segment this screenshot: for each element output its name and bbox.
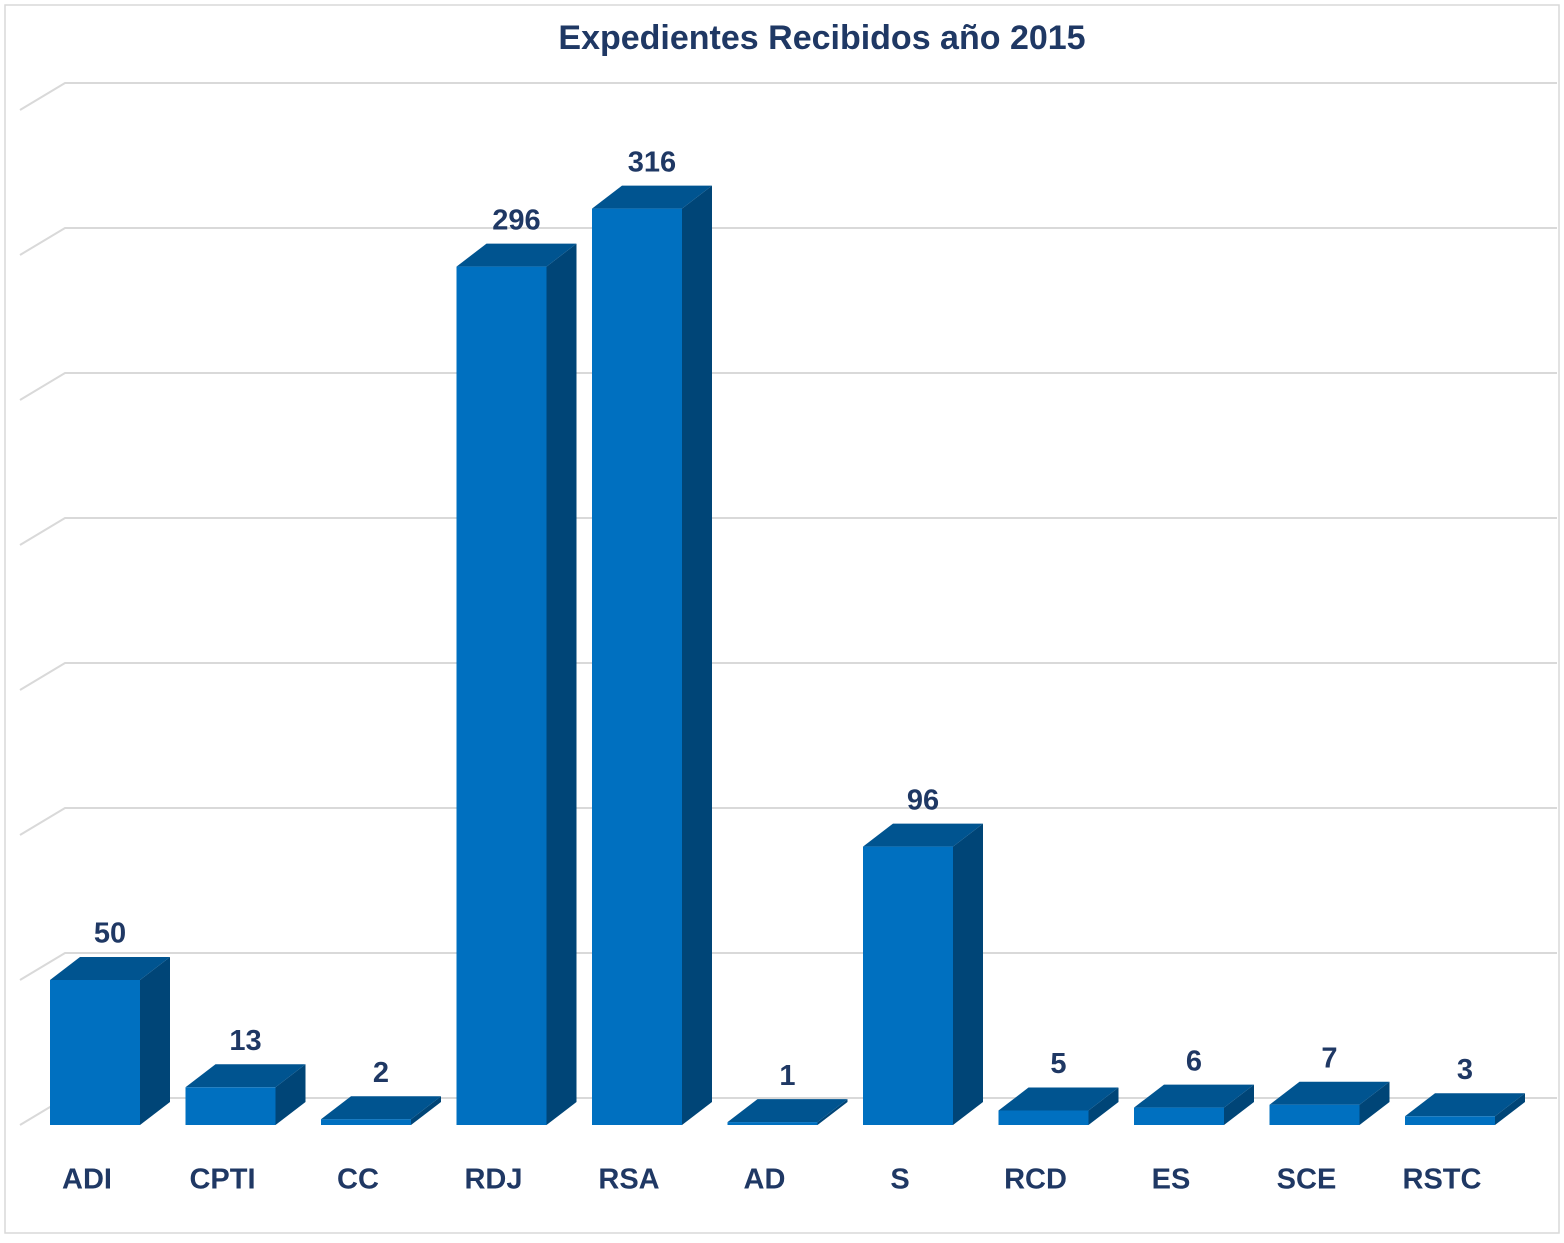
bar-top (321, 1096, 441, 1120)
bar-front (1405, 1116, 1495, 1125)
bar-side (546, 243, 577, 1126)
bar (185, 1064, 306, 1125)
x-tick-label: CC (337, 1164, 379, 1196)
bar-front (1134, 1107, 1224, 1125)
bar-top (1269, 1081, 1390, 1105)
grid-line (19, 952, 1557, 981)
bar (1134, 1084, 1254, 1125)
bar-side (953, 823, 983, 1125)
data-label: 7 (1321, 1042, 1337, 1074)
bar-top (1405, 1093, 1525, 1117)
bar-side (140, 957, 170, 1125)
grid-line (19, 372, 1557, 401)
data-label: 13 (229, 1025, 261, 1057)
grid-line (19, 517, 1557, 546)
x-tick-label: RDJ (464, 1164, 522, 1196)
x-tick-label: RCD (1004, 1164, 1067, 1196)
bar-front (592, 208, 682, 1126)
bar (1269, 1081, 1390, 1125)
bar-front (863, 846, 953, 1125)
bar-side (1359, 1081, 1390, 1125)
bar-top (998, 1087, 1119, 1111)
x-tick-label: CPTI (189, 1164, 255, 1196)
bar-front (321, 1119, 411, 1125)
bar-top (1134, 1084, 1254, 1108)
grid-line (19, 82, 1557, 111)
bar (592, 185, 712, 1126)
x-tick-label: AD (744, 1164, 786, 1196)
bar-front (998, 1110, 1089, 1125)
bar-front (456, 266, 547, 1126)
bar (321, 1096, 441, 1125)
bar (456, 243, 577, 1126)
x-tick-label: RSA (598, 1164, 659, 1196)
bar-side (411, 1096, 441, 1125)
bar (1405, 1093, 1525, 1125)
grid-line (19, 807, 1557, 836)
data-label: 296 (492, 204, 540, 236)
data-label: 1 (779, 1060, 795, 1092)
x-tick-label: RSTC (1403, 1164, 1482, 1196)
chart-frame (4, 4, 1560, 1234)
x-tick-label: ES (1152, 1164, 1191, 1196)
bar-side (1088, 1087, 1119, 1125)
bar-side (817, 1099, 848, 1125)
bar-front (50, 980, 140, 1125)
bar (998, 1087, 1119, 1125)
bar-front (727, 1122, 818, 1125)
data-label: 3 (1457, 1054, 1473, 1086)
bar-top (185, 1064, 306, 1088)
bar-top (727, 1099, 848, 1123)
bar-top (50, 957, 170, 980)
bar-side (1224, 1084, 1254, 1125)
data-label: 5 (1050, 1048, 1066, 1080)
bar-top (592, 185, 712, 209)
bar-top (456, 243, 577, 267)
bar (727, 1099, 848, 1125)
data-label: 316 (628, 146, 676, 178)
bar-side (682, 185, 712, 1126)
bar-front (1269, 1104, 1360, 1125)
bar-side (1495, 1093, 1525, 1125)
bar-side (275, 1064, 306, 1125)
bar-top (863, 823, 983, 847)
bar-front (185, 1087, 276, 1125)
grid-line (19, 662, 1557, 691)
grid-line (19, 227, 1557, 256)
chart-title: Expedientes Recibidos año 2015 (558, 19, 1085, 57)
x-tick-label: SCE (1277, 1164, 1337, 1196)
x-tick-label: ADI (62, 1164, 112, 1196)
data-label: 50 (94, 918, 126, 950)
data-label: 6 (1186, 1045, 1202, 1077)
x-tick-label: S (890, 1164, 909, 1196)
bar (50, 957, 170, 1125)
bar (863, 823, 983, 1125)
data-label: 2 (373, 1057, 389, 1089)
data-label: 96 (907, 784, 939, 816)
